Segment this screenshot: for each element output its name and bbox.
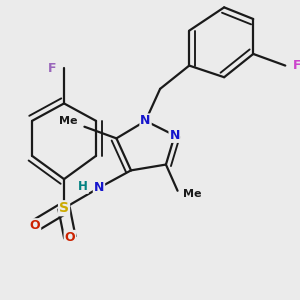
Text: N: N xyxy=(94,181,104,194)
Text: N: N xyxy=(169,129,180,142)
Text: H: H xyxy=(78,180,88,193)
Text: N: N xyxy=(140,114,151,128)
Text: O: O xyxy=(30,219,40,232)
Text: S: S xyxy=(59,201,69,215)
Text: F: F xyxy=(292,59,300,72)
Text: O: O xyxy=(64,231,75,244)
Text: F: F xyxy=(48,62,57,75)
Text: Me: Me xyxy=(183,189,202,199)
Text: Me: Me xyxy=(58,116,77,126)
